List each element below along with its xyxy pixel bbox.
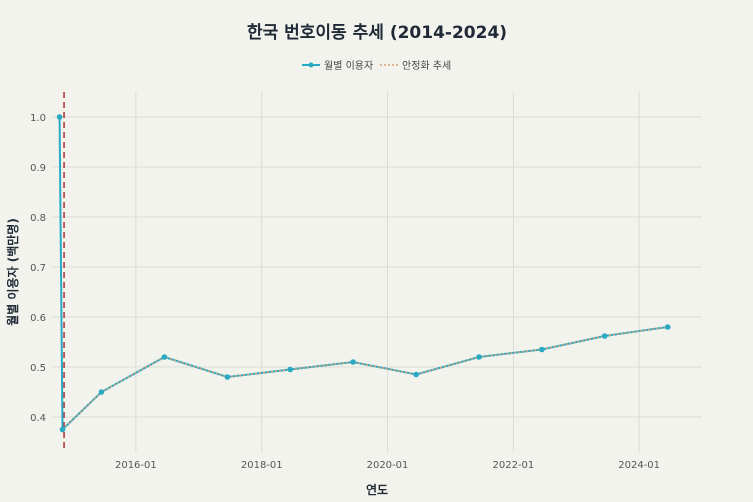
data-point bbox=[601, 333, 608, 339]
x-tick-label: 2022-01 bbox=[493, 460, 535, 471]
y-tick-label: 0.8 bbox=[30, 213, 46, 224]
series-layer bbox=[56, 114, 671, 433]
data-point bbox=[413, 371, 419, 378]
x-axis-ticks: 2016-01 2018-01 2020-01 2022-01 2024-01 bbox=[115, 460, 660, 471]
data-point bbox=[161, 354, 168, 360]
gridlines bbox=[52, 92, 702, 452]
data-point bbox=[98, 389, 105, 395]
x-tick-label: 2018-01 bbox=[241, 460, 283, 471]
data-point bbox=[350, 359, 356, 365]
legend-label-stabilization-trend: 안정화 추세 bbox=[402, 60, 451, 72]
x-tick-label: 2016-01 bbox=[115, 460, 157, 471]
y-axis-ticks: 0.4 0.5 0.6 0.7 0.8 0.9 1.0 bbox=[30, 113, 46, 424]
legend-marker-monthly-users bbox=[308, 62, 314, 68]
data-point bbox=[56, 114, 63, 120]
y-tick-label: 0.9 bbox=[30, 163, 46, 174]
data-point bbox=[224, 374, 231, 380]
data-point bbox=[539, 346, 545, 353]
data-point bbox=[59, 426, 66, 433]
data-point bbox=[287, 366, 293, 373]
y-tick-label: 0.7 bbox=[30, 263, 46, 274]
y-tick-label: 0.6 bbox=[30, 313, 46, 324]
y-tick-label: 0.5 bbox=[30, 363, 46, 374]
y-tick-label: 1.0 bbox=[30, 113, 46, 124]
chart-title: 한국 번호이동 추세 (2014-2024) bbox=[247, 23, 507, 43]
y-axis-title: 월별 이용자 (백만명) bbox=[5, 218, 20, 326]
x-tick-label: 2020-01 bbox=[367, 460, 409, 471]
data-point bbox=[476, 354, 482, 360]
legend-label-monthly-users: 월별 이용자 bbox=[324, 60, 373, 72]
x-tick-label: 2024-01 bbox=[618, 460, 660, 471]
series-line-monthly-users bbox=[58, 116, 668, 432]
x-axis-title: 연도 bbox=[366, 482, 388, 497]
series-line-stabilization-trend bbox=[61, 326, 668, 431]
legend: 월별 이용자 안정화 추세 bbox=[302, 60, 451, 72]
data-point bbox=[664, 324, 671, 330]
y-tick-label: 0.4 bbox=[30, 413, 46, 424]
